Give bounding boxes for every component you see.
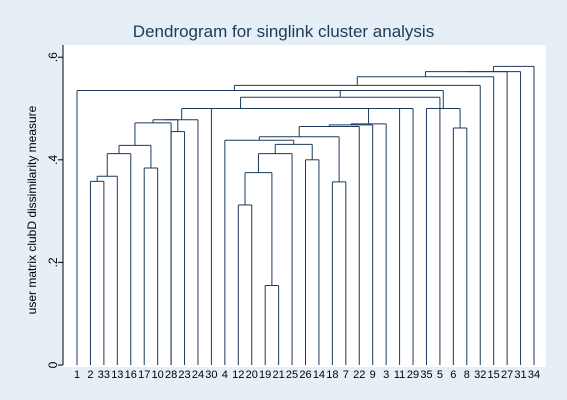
leaf-label: 34 — [528, 369, 540, 381]
leaf-label: 16 — [125, 369, 137, 381]
leaf-label: 23 — [178, 369, 190, 381]
leaf-label: 32 — [474, 369, 486, 381]
leaf-label: 6 — [450, 369, 456, 381]
y-tick-label: .2 — [46, 257, 60, 267]
y-tick-label: .6 — [46, 52, 60, 62]
leaf-label: 5 — [437, 369, 443, 381]
leaf-label: 3 — [383, 369, 389, 381]
leaf-label: 25 — [286, 369, 298, 381]
leaf-label: 2 — [87, 369, 93, 381]
leaf-label: 21 — [272, 369, 284, 381]
leaf-label: 22 — [353, 369, 365, 381]
leaf-label: 19 — [259, 369, 271, 381]
leaf-label: 11 — [394, 369, 405, 381]
leaf-label: 7 — [343, 369, 349, 381]
leaf-label: 12 — [232, 369, 244, 381]
chart-title: Dendrogram for singlink cluster analysis — [132, 22, 435, 41]
leaf-label: 29 — [407, 369, 419, 381]
leaf-label: 30 — [205, 369, 217, 381]
y-tick-label: 0 — [46, 361, 60, 368]
leaf-label: 8 — [464, 369, 470, 381]
leaf-label: 18 — [326, 369, 338, 381]
leaf-label: 17 — [138, 369, 150, 381]
leaf-label: 24 — [192, 369, 204, 381]
leaf-label: 27 — [501, 369, 513, 381]
leaf-label: 9 — [370, 369, 376, 381]
leaf-label: 28 — [165, 369, 177, 381]
leaf-label: 4 — [222, 369, 228, 381]
leaf-label: 14 — [313, 369, 325, 381]
leaf-label: 10 — [152, 369, 164, 381]
leaf-label: 35 — [420, 369, 432, 381]
leaf-label: 33 — [98, 369, 110, 381]
leaf-label: 15 — [488, 369, 500, 381]
leaf-label: 13 — [111, 369, 123, 381]
leaf-label: 26 — [299, 369, 311, 381]
plot-area — [63, 45, 546, 367]
y-tick-label: .4 — [46, 154, 60, 164]
leaf-label: 20 — [246, 369, 258, 381]
leaf-label: 31 — [514, 369, 526, 381]
leaf-label: 1 — [74, 369, 80, 381]
